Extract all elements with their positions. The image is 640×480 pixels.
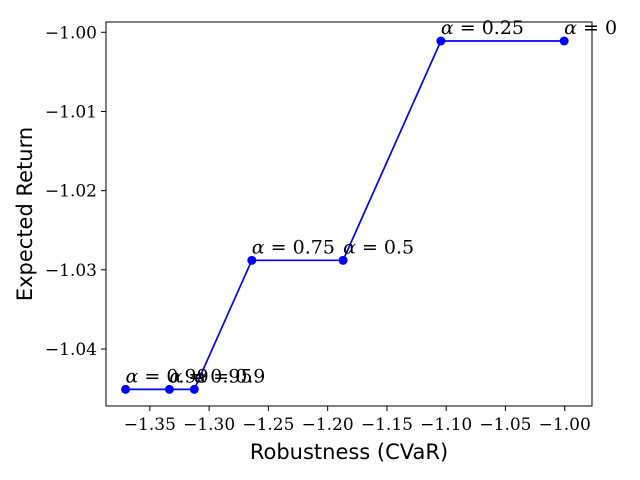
data-point [189, 384, 199, 394]
plot-frame [105, 21, 593, 407]
x-axis: −1.35 −1.30 −1.25 −1.20 −1.15 −1.10 −1.05 −1.00 [124, 406, 591, 435]
y-tick-label: −1.03 [45, 261, 97, 281]
data-point [559, 36, 569, 46]
y-tick-label: −1.00 [45, 23, 97, 43]
point-annotation: α = 0.99 [126, 365, 209, 387]
y-tick-label: −1.01 [45, 102, 97, 122]
x-tick-label: −1.10 [420, 415, 472, 435]
point-annotation: α = 0.25 [441, 17, 524, 39]
x-tick-label: −1.30 [183, 415, 235, 435]
point-annotation: α = 0.9 [194, 365, 265, 387]
x-tick-label: −1.35 [124, 415, 176, 435]
x-tick-label: −1.20 [302, 415, 354, 435]
point-annotation: α = 0 [564, 17, 617, 39]
x-axis-title: Robustness (CVaR) [250, 440, 448, 464]
plot-area [105, 21, 593, 407]
point-annotation: α = 0.95 [169, 365, 252, 387]
x-tick-label: −1.15 [361, 415, 413, 435]
series-line [125, 40, 565, 391]
data-point [247, 255, 257, 265]
x-tick-label: −1.05 [479, 415, 531, 435]
data-point [164, 384, 174, 394]
annotation-layer: α = 0.99α = 0.95α = 0.9 α = 0.75 α = 0.5 α … [126, 17, 618, 387]
point-annotation: α = 0.5 [343, 236, 414, 258]
y-tick-label: −1.04 [45, 340, 97, 360]
y-tick-label: −1.02 [45, 182, 97, 202]
data-point [436, 36, 446, 46]
y-axis: −1.00 −1.01 −1.02 −1.03 −1.04 [45, 23, 106, 360]
x-tick-label: −1.25 [242, 415, 294, 435]
data-point [121, 384, 131, 394]
data-point [338, 255, 348, 265]
y-axis-title: Expected Return [13, 127, 37, 301]
series-layer [121, 36, 569, 394]
x-tick-label: −1.00 [539, 415, 591, 435]
point-annotation: α = 0.75 [252, 236, 335, 258]
